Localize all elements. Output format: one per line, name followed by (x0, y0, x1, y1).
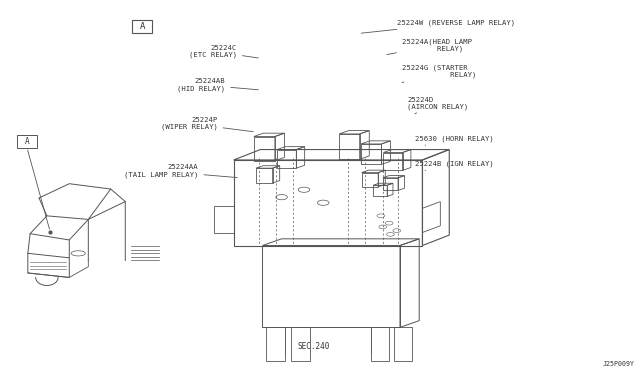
Text: 25224AA
(TAIL LAMP RELAY): 25224AA (TAIL LAMP RELAY) (124, 164, 237, 178)
Text: A: A (24, 137, 29, 146)
Text: 25224C
(ETC RELAY): 25224C (ETC RELAY) (189, 45, 259, 58)
Text: J25P009Y: J25P009Y (603, 361, 635, 367)
Text: 25224A(HEAD LAMP
        RELAY): 25224A(HEAD LAMP RELAY) (387, 38, 472, 55)
Text: 25224W (REVERSE LAMP RELAY): 25224W (REVERSE LAMP RELAY) (361, 20, 515, 33)
Text: 25224P
(WIPER RELAY): 25224P (WIPER RELAY) (161, 117, 253, 132)
Text: 25224B (IGN RELAY): 25224B (IGN RELAY) (415, 160, 493, 170)
Text: 25224D
(AIRCON RELAY): 25224D (AIRCON RELAY) (407, 97, 468, 114)
Text: A: A (140, 22, 145, 31)
Text: 25630 (HORN RELAY): 25630 (HORN RELAY) (415, 135, 493, 145)
Text: 25224G (STARTER
           RELAY): 25224G (STARTER RELAY) (402, 64, 476, 83)
Text: SEC.240: SEC.240 (298, 342, 330, 351)
Text: 25224AB
(HID RELAY): 25224AB (HID RELAY) (177, 78, 259, 92)
